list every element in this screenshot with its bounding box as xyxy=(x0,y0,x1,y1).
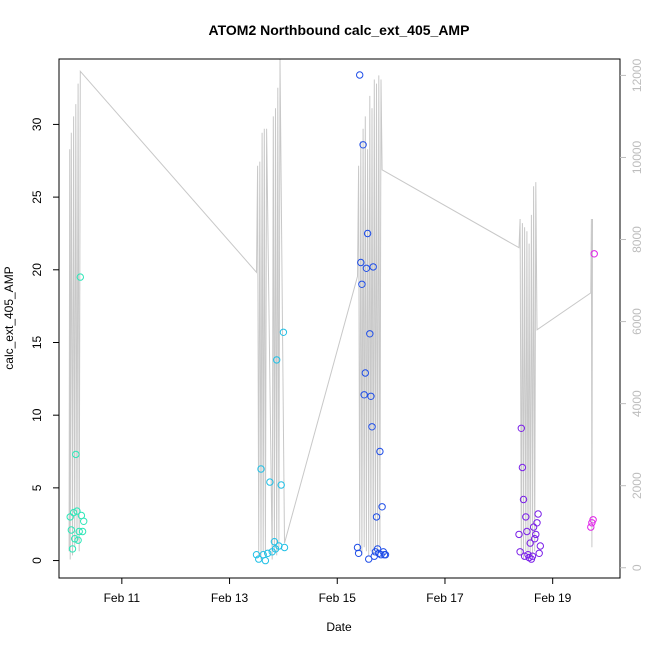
data-point xyxy=(359,141,367,149)
x-tick-label: Feb 13 xyxy=(211,591,249,605)
data-point xyxy=(67,526,76,534)
data-point xyxy=(264,549,272,557)
data-point xyxy=(531,535,539,543)
data-point xyxy=(523,527,531,536)
data-point xyxy=(376,447,384,456)
data-point xyxy=(363,229,372,238)
data-point xyxy=(73,507,81,515)
y-tick-label: 15 xyxy=(30,335,44,349)
data-point xyxy=(378,503,386,511)
data-point xyxy=(515,530,523,539)
data-point xyxy=(279,328,288,336)
right-y-tick-label: 2000 xyxy=(630,472,644,499)
x-axis: Feb 11 Feb 13 Feb 15 Feb 17 Feb 19 xyxy=(104,577,572,605)
data-point xyxy=(270,538,279,546)
right-axis-line-layer xyxy=(68,58,593,560)
data-point xyxy=(71,535,79,543)
data-point xyxy=(356,71,364,79)
y-tick-label: 25 xyxy=(30,190,44,204)
data-point xyxy=(381,551,390,559)
data-point xyxy=(280,543,289,552)
y-axis: 0 5 10 15 20 25 30 xyxy=(30,117,59,564)
data-point xyxy=(522,513,530,521)
y-tick-label: 0 xyxy=(30,557,44,564)
data-point xyxy=(76,273,85,281)
data-point xyxy=(533,519,541,527)
data-point xyxy=(534,510,542,518)
data-point xyxy=(273,356,281,364)
data-point xyxy=(520,552,529,560)
data-point xyxy=(516,548,524,556)
data-point xyxy=(357,258,365,267)
data-point xyxy=(255,555,263,563)
data-point xyxy=(526,539,534,547)
data-point xyxy=(367,392,375,400)
data-point xyxy=(266,478,274,486)
data-point xyxy=(517,424,525,432)
right-y-axis: 0 2000 4000 6000 8000 10000 12000 xyxy=(620,58,644,571)
y-tick-label: 5 xyxy=(30,484,44,491)
right-y-tick-label: 0 xyxy=(630,564,644,571)
y-tick-label: 10 xyxy=(30,408,44,422)
x-tick-label: Feb 19 xyxy=(534,591,572,605)
points-layer xyxy=(66,71,598,565)
data-point xyxy=(368,423,376,431)
data-point xyxy=(536,542,544,550)
data-point xyxy=(72,450,80,459)
data-point xyxy=(358,280,366,288)
x-tick-label: Feb 17 xyxy=(426,591,464,605)
right-y-tick-label: 10000 xyxy=(630,140,644,174)
data-point xyxy=(519,495,528,504)
data-point xyxy=(375,549,383,557)
data-point xyxy=(360,391,368,399)
y-axis-label: calc_ext_405_AMP xyxy=(2,266,16,369)
data-point xyxy=(589,516,597,524)
data-point xyxy=(277,481,285,489)
x-axis-label: Date xyxy=(326,620,352,634)
data-point xyxy=(257,465,265,473)
data-point xyxy=(369,263,377,271)
right-y-tick-label: 12000 xyxy=(630,58,644,92)
data-point xyxy=(361,369,369,377)
right-axis-series-line xyxy=(68,58,593,560)
data-point xyxy=(590,250,598,258)
data-point xyxy=(535,549,543,557)
right-y-tick-label: 6000 xyxy=(630,308,644,335)
data-point xyxy=(261,556,270,565)
data-point xyxy=(68,545,77,553)
chart-title: ATOM2 Northbound calc_ext_405_AMP xyxy=(209,22,470,38)
data-point xyxy=(373,545,382,553)
x-tick-label: Feb 15 xyxy=(319,591,357,605)
data-point xyxy=(365,555,373,563)
data-point xyxy=(80,517,88,525)
data-point xyxy=(587,523,595,531)
data-point xyxy=(532,530,540,539)
data-point xyxy=(354,549,363,557)
data-point xyxy=(518,463,527,472)
x-tick-label: Feb 11 xyxy=(104,591,141,605)
data-point xyxy=(528,552,537,560)
data-point xyxy=(69,508,78,517)
right-y-tick-label: 4000 xyxy=(630,390,644,417)
y-tick-label: 30 xyxy=(30,117,44,131)
right-y-tick-label: 8000 xyxy=(630,226,644,253)
data-point xyxy=(75,527,83,536)
data-point xyxy=(78,527,87,536)
data-point xyxy=(529,523,538,531)
data-point xyxy=(74,536,82,544)
y-tick-label: 20 xyxy=(30,263,44,277)
data-point xyxy=(372,513,381,521)
data-point xyxy=(362,264,371,272)
data-point xyxy=(366,330,374,338)
